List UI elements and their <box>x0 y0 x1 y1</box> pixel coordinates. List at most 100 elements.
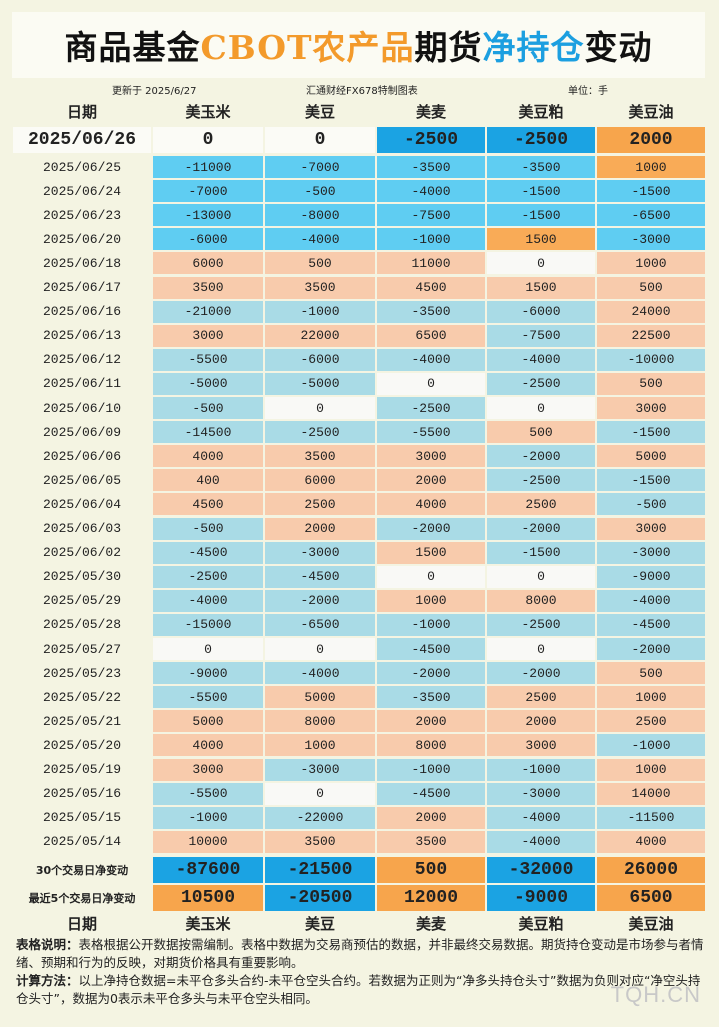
value-cell: -6500 <box>596 203 706 228</box>
note-label: 计算方法： <box>16 973 79 988</box>
footer-header: 美豆油 <box>596 912 706 934</box>
value-cell: 3000 <box>596 516 706 541</box>
value-cell: 10000 <box>152 829 264 854</box>
value-cell: -6000 <box>152 227 264 252</box>
notes: 表格说明：表格根据公开数据按需编制。表格中数据为交易商预估的数据，并非最终交易数… <box>16 936 706 1008</box>
value-cell: 22500 <box>596 323 706 348</box>
value-cell: -2000 <box>486 661 596 686</box>
value-cell: 3500 <box>264 829 376 854</box>
date-cell: 2025/06/16 <box>12 299 152 324</box>
value-cell: 1500 <box>376 540 486 565</box>
date-cell: 2025/06/26 <box>12 126 152 154</box>
value-cell: -3500 <box>376 685 486 710</box>
date-cell: 2025/05/22 <box>12 685 152 710</box>
value-cell: 4500 <box>152 492 264 517</box>
date-cell: 2025/06/17 <box>12 275 152 300</box>
summary-value: -21500 <box>264 856 376 884</box>
value-cell: -7000 <box>152 179 264 204</box>
value-cell: 8000 <box>376 733 486 758</box>
summary-label: 最近5个交易日净变动 <box>12 884 152 912</box>
value-cell: 0 <box>152 126 264 154</box>
value-cell: -15000 <box>152 612 264 637</box>
value-cell: -4500 <box>152 540 264 565</box>
value-cell: 4000 <box>376 492 486 517</box>
value-cell: 2500 <box>486 492 596 517</box>
value-cell: 400 <box>152 468 264 493</box>
value-cell: -2000 <box>376 516 486 541</box>
value-cell: 1500 <box>486 227 596 252</box>
value-cell: -5000 <box>264 371 376 396</box>
footer-header: 日期 <box>12 912 152 934</box>
value-cell: -3500 <box>486 155 596 180</box>
note-text: 表格根据公开数据按需编制。表格中数据为交易商预估的数据，并非最终交易数据。期货持… <box>16 937 704 970</box>
column-header: 美豆 <box>264 99 376 123</box>
date-cell: 2025/06/02 <box>12 540 152 565</box>
value-cell: -1500 <box>596 420 706 445</box>
value-cell: -3500 <box>376 299 486 324</box>
value-cell: 500 <box>486 420 596 445</box>
footer-header: 美豆粕 <box>486 912 596 934</box>
value-cell: -500 <box>264 179 376 204</box>
value-cell: -1500 <box>596 468 706 493</box>
value-cell: 0 <box>376 371 486 396</box>
value-cell: -2500 <box>486 126 596 154</box>
value-cell: 3500 <box>152 275 264 300</box>
value-cell: -4000 <box>152 588 264 613</box>
summary-value: -87600 <box>152 856 264 884</box>
date-cell: 2025/06/25 <box>12 155 152 180</box>
value-cell: 1000 <box>596 155 706 180</box>
summary-value: -20500 <box>264 884 376 912</box>
value-cell: -500 <box>596 492 706 517</box>
value-cell: -5500 <box>152 685 264 710</box>
value-cell: -2000 <box>264 588 376 613</box>
note: 表格说明：表格根据公开数据按需编制。表格中数据为交易商预估的数据，并非最终交易数… <box>16 936 706 972</box>
value-cell: 2000 <box>376 805 486 830</box>
date-cell: 2025/06/11 <box>12 371 152 396</box>
value-cell: -4000 <box>486 347 596 372</box>
date-cell: 2025/05/27 <box>12 637 152 662</box>
value-cell: 0 <box>486 396 596 421</box>
value-cell: 4500 <box>376 275 486 300</box>
value-cell: -2500 <box>152 564 264 589</box>
value-cell: -5000 <box>152 371 264 396</box>
title-part: 商品基金 <box>64 28 201 67</box>
value-cell: 500 <box>596 275 706 300</box>
value-cell: -4000 <box>486 805 596 830</box>
date-cell: 2025/05/19 <box>12 757 152 782</box>
value-cell: -1500 <box>486 540 596 565</box>
summary-value: 10500 <box>152 884 264 912</box>
value-cell: 0 <box>264 126 376 154</box>
value-cell: 1500 <box>486 275 596 300</box>
value-cell: -1000 <box>376 612 486 637</box>
summary-label: 30个交易日净变动 <box>12 856 152 884</box>
value-cell: -4000 <box>596 588 706 613</box>
date-cell: 2025/05/28 <box>12 612 152 637</box>
summary-value: 26000 <box>596 856 706 884</box>
value-cell: 22000 <box>264 323 376 348</box>
value-cell: 0 <box>486 251 596 276</box>
value-cell: -1500 <box>486 179 596 204</box>
date-cell: 2025/05/14 <box>12 829 152 854</box>
value-cell: -14500 <box>152 420 264 445</box>
footer-header: 美麦 <box>376 912 486 934</box>
value-cell: 14000 <box>596 781 706 806</box>
date-cell: 2025/05/16 <box>12 781 152 806</box>
value-cell: 4000 <box>596 829 706 854</box>
value-cell: -3000 <box>596 227 706 252</box>
value-cell: -2000 <box>486 516 596 541</box>
value-cell: -2500 <box>376 396 486 421</box>
value-cell: -1000 <box>486 757 596 782</box>
value-cell: 1000 <box>264 733 376 758</box>
value-cell: -5500 <box>152 347 264 372</box>
footer-header: 美玉米 <box>152 912 264 934</box>
value-cell: -11500 <box>596 805 706 830</box>
title-part: 净持仓 <box>482 28 585 67</box>
value-cell: -2500 <box>376 126 486 154</box>
date-cell: 2025/06/23 <box>12 203 152 228</box>
updated: 更新于 2025/6/27 <box>112 86 197 97</box>
date-cell: 2025/06/03 <box>12 516 152 541</box>
value-cell: 0 <box>486 637 596 662</box>
value-cell: 3500 <box>264 444 376 469</box>
value-cell: 2000 <box>596 126 706 154</box>
value-cell: -13000 <box>152 203 264 228</box>
